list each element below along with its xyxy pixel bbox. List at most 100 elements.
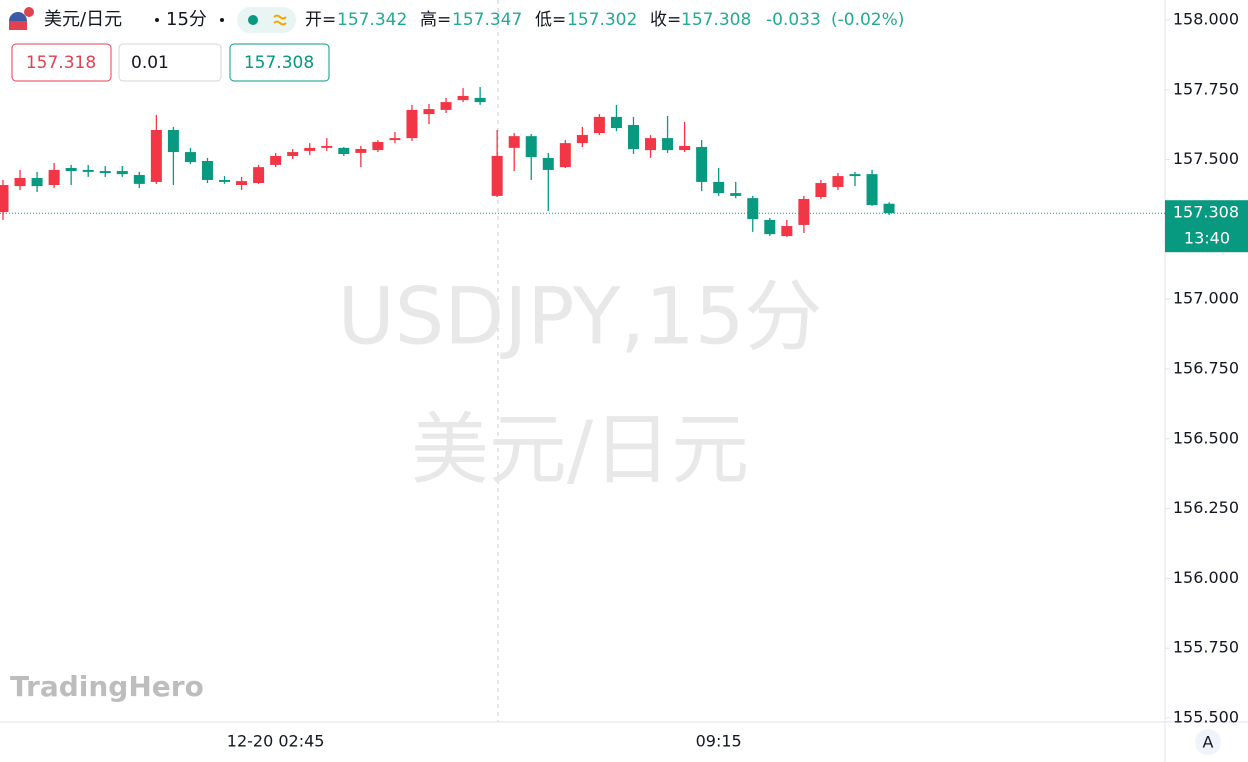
last-price-tag: [1165, 200, 1248, 253]
buy-button[interactable]: [229, 43, 330, 82]
candle-body: [338, 147, 350, 155]
candle-body: [253, 167, 265, 184]
y-tick-label: 155.500: [1173, 708, 1239, 727]
candle-body: [457, 95, 469, 101]
ohlc-label: 开=: [305, 10, 336, 30]
candle-body: [542, 157, 554, 170]
candle-body: [491, 155, 503, 196]
candle-body: [559, 143, 571, 168]
candle-body: [270, 155, 282, 165]
candle-body: [679, 145, 691, 151]
candle-body: [14, 178, 26, 187]
candle-body: [236, 181, 248, 186]
y-tick-label: 156.250: [1173, 498, 1239, 517]
ohlc-label: 低=: [535, 10, 566, 30]
y-tick-label: 157.750: [1173, 79, 1239, 98]
candle-body: [645, 138, 657, 151]
candle-body: [508, 136, 520, 148]
y-tick-label: 156.000: [1173, 568, 1239, 587]
change: -0.033: [766, 10, 821, 30]
candle-body: [525, 136, 537, 158]
x-tick-label: 12-20 02:45: [227, 732, 325, 751]
candle-body: [150, 130, 162, 182]
flag-icon: [24, 7, 34, 17]
y-tick-label: 157.500: [1173, 149, 1239, 168]
candle-body: [99, 171, 111, 174]
candle-body: [883, 203, 895, 214]
watermark: USDJPY,15分: [338, 272, 823, 362]
candle-body: [389, 138, 401, 141]
status-icon: [273, 14, 287, 26]
symbol: 美元/日元: [44, 9, 122, 30]
candle-body: [832, 176, 844, 187]
candle-body: [423, 109, 435, 115]
y-tick-label: 156.500: [1173, 428, 1239, 447]
candle-body: [713, 181, 725, 194]
candle-body: [798, 198, 810, 225]
separator: [155, 18, 159, 22]
status-dot: [248, 15, 258, 25]
sell-button[interactable]: [11, 43, 112, 82]
status-pill: [237, 7, 296, 33]
candle-body: [0, 185, 9, 213]
candle-body: [747, 198, 759, 220]
candle-body: [321, 145, 333, 148]
header: 美元/日元 15分 开= 157.342 高= 157.347 低= 157.3…: [9, 7, 904, 33]
candle-body: [201, 160, 213, 180]
candle-body: [781, 226, 793, 237]
candle-body: [82, 169, 94, 172]
buy-price[interactable]: 157.308: [244, 53, 314, 73]
interval: 15分: [166, 9, 207, 30]
flag-icon: [9, 21, 27, 30]
sell-price[interactable]: 157.318: [26, 53, 96, 73]
y-tick-label: 156.750: [1173, 359, 1239, 378]
ohlc-value: 157.302: [567, 10, 637, 30]
candle-body: [133, 174, 145, 184]
x-tick-label: 09:15: [696, 732, 742, 751]
y-tick-label: 155.750: [1173, 638, 1239, 657]
candle-body: [627, 124, 639, 149]
candle-body: [406, 109, 418, 139]
ohlc-value: 157.308: [681, 10, 751, 30]
watermark: 美元/日元: [411, 405, 749, 495]
candle-body: [31, 178, 43, 187]
auto-scale-label[interactable]: A: [1203, 733, 1214, 752]
candle-body: [474, 97, 486, 103]
last-time-label: 13:40: [1184, 229, 1230, 248]
change-percent: (-0.02%): [831, 10, 904, 30]
candle-body: [116, 171, 128, 175]
candle-body: [610, 116, 622, 129]
ohlc-label: 高=: [420, 10, 451, 30]
candle-body: [372, 142, 384, 151]
candle-body: [696, 147, 708, 182]
ohlc-value: 157.342: [337, 10, 407, 30]
candle-body: [866, 174, 878, 206]
ohlc-label: 收=: [650, 10, 681, 30]
candle-body: [593, 116, 605, 134]
candle-body: [730, 193, 742, 196]
candle-body: [219, 179, 231, 182]
candle-body: [440, 102, 452, 110]
trade-boxes: 157.318 0.01 157.308: [11, 43, 330, 82]
separator: [220, 18, 224, 22]
candle-body: [355, 148, 367, 153]
candle-body: [576, 135, 588, 144]
auto-scale-button[interactable]: [1195, 729, 1221, 755]
quantity[interactable]: 0.01: [131, 53, 169, 73]
candle-body: [849, 174, 861, 177]
candle-body: [764, 219, 776, 235]
candle-body: [48, 169, 60, 186]
quantity-input[interactable]: [118, 43, 222, 82]
last-price-label: 157.308: [1173, 203, 1239, 222]
candle-body: [662, 138, 674, 151]
y-tick-label: 157.000: [1173, 289, 1239, 308]
ohlc-value: 157.347: [452, 10, 522, 30]
candle-body: [287, 152, 299, 156]
candle-body: [184, 152, 196, 163]
candle-body: [65, 167, 77, 172]
logo: TradingHero: [10, 670, 204, 703]
candle-body: [304, 147, 316, 151]
y-tick-label: 158.000: [1173, 10, 1239, 29]
